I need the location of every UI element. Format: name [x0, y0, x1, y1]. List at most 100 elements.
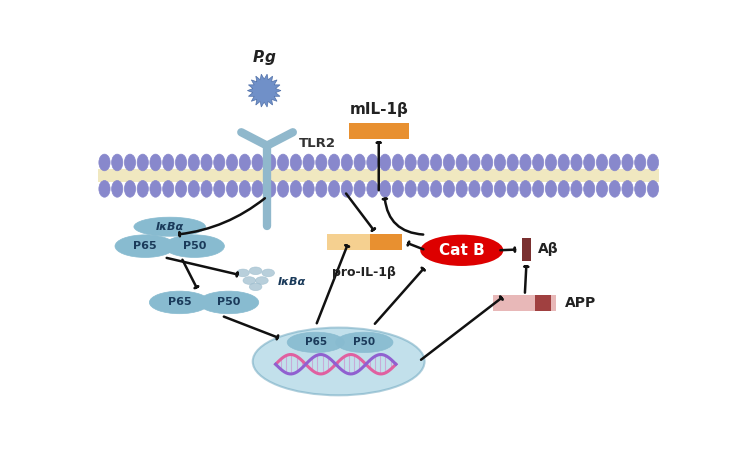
- Ellipse shape: [341, 154, 353, 171]
- Ellipse shape: [405, 180, 416, 197]
- Ellipse shape: [175, 154, 187, 171]
- Text: Aβ: Aβ: [538, 243, 559, 257]
- Ellipse shape: [236, 269, 249, 277]
- Ellipse shape: [252, 180, 263, 197]
- Ellipse shape: [150, 154, 161, 171]
- Ellipse shape: [149, 291, 209, 314]
- Ellipse shape: [380, 180, 391, 197]
- Ellipse shape: [443, 180, 454, 197]
- Ellipse shape: [252, 154, 263, 171]
- Ellipse shape: [277, 180, 289, 197]
- Ellipse shape: [456, 154, 467, 171]
- Ellipse shape: [99, 154, 110, 171]
- Ellipse shape: [112, 154, 123, 171]
- Ellipse shape: [431, 180, 442, 197]
- Ellipse shape: [367, 180, 378, 197]
- Ellipse shape: [239, 154, 251, 171]
- Bar: [494, 295, 556, 311]
- Text: mIL-1β: mIL-1β: [350, 102, 408, 117]
- Ellipse shape: [256, 277, 268, 285]
- Ellipse shape: [392, 180, 403, 197]
- Text: P50: P50: [353, 337, 375, 347]
- Ellipse shape: [545, 180, 556, 197]
- Ellipse shape: [647, 154, 658, 171]
- Ellipse shape: [336, 332, 393, 353]
- Ellipse shape: [367, 154, 378, 171]
- Ellipse shape: [290, 154, 302, 171]
- Ellipse shape: [226, 180, 238, 197]
- Polygon shape: [248, 74, 281, 107]
- Text: P65: P65: [304, 337, 327, 347]
- Ellipse shape: [533, 180, 544, 197]
- Ellipse shape: [380, 154, 391, 171]
- Text: TLR2: TLR2: [299, 137, 336, 150]
- Text: P.g: P.g: [252, 50, 276, 64]
- Ellipse shape: [354, 154, 365, 171]
- Text: P50: P50: [183, 241, 206, 251]
- Ellipse shape: [188, 154, 200, 171]
- Bar: [370, 234, 402, 250]
- Ellipse shape: [405, 154, 416, 171]
- Text: APP: APP: [565, 296, 596, 310]
- Ellipse shape: [507, 180, 518, 197]
- Ellipse shape: [99, 180, 110, 197]
- Ellipse shape: [115, 235, 175, 258]
- Text: IκBα: IκBα: [156, 222, 184, 232]
- Ellipse shape: [214, 180, 225, 197]
- Ellipse shape: [520, 180, 531, 197]
- Ellipse shape: [164, 235, 225, 258]
- Ellipse shape: [277, 154, 289, 171]
- Text: pro-IL-1β: pro-IL-1β: [333, 266, 396, 279]
- Ellipse shape: [262, 269, 274, 277]
- Ellipse shape: [112, 180, 123, 197]
- Ellipse shape: [596, 154, 607, 171]
- Bar: [98, 170, 659, 182]
- Ellipse shape: [443, 154, 454, 171]
- Ellipse shape: [431, 154, 442, 171]
- Ellipse shape: [533, 154, 544, 171]
- Ellipse shape: [482, 154, 493, 171]
- Text: P65: P65: [168, 297, 191, 308]
- Ellipse shape: [214, 154, 225, 171]
- Ellipse shape: [328, 180, 340, 197]
- Ellipse shape: [249, 283, 262, 290]
- Ellipse shape: [584, 154, 595, 171]
- Ellipse shape: [507, 154, 518, 171]
- Ellipse shape: [584, 180, 595, 197]
- Text: P50: P50: [217, 297, 240, 308]
- Text: IκBα: IκBα: [277, 277, 305, 287]
- Ellipse shape: [287, 332, 344, 353]
- Ellipse shape: [316, 180, 327, 197]
- Ellipse shape: [596, 180, 607, 197]
- Ellipse shape: [420, 235, 503, 266]
- Ellipse shape: [290, 180, 302, 197]
- Ellipse shape: [134, 217, 205, 236]
- Ellipse shape: [558, 180, 569, 197]
- Ellipse shape: [201, 180, 212, 197]
- Ellipse shape: [163, 180, 174, 197]
- Ellipse shape: [520, 154, 531, 171]
- Ellipse shape: [328, 154, 340, 171]
- Ellipse shape: [456, 180, 467, 197]
- Ellipse shape: [265, 154, 276, 171]
- Ellipse shape: [482, 180, 493, 197]
- Ellipse shape: [647, 180, 658, 197]
- Ellipse shape: [249, 267, 262, 275]
- Ellipse shape: [243, 277, 256, 285]
- Ellipse shape: [571, 180, 582, 197]
- Ellipse shape: [253, 327, 424, 396]
- Bar: [534, 295, 551, 311]
- Ellipse shape: [175, 180, 187, 197]
- Ellipse shape: [226, 154, 238, 171]
- Ellipse shape: [303, 180, 314, 197]
- Ellipse shape: [609, 154, 620, 171]
- Ellipse shape: [265, 180, 276, 197]
- Bar: [327, 234, 370, 250]
- Ellipse shape: [571, 154, 582, 171]
- Ellipse shape: [124, 180, 135, 197]
- Ellipse shape: [188, 180, 200, 197]
- Ellipse shape: [163, 154, 174, 171]
- Ellipse shape: [150, 180, 161, 197]
- Text: Cat B: Cat B: [439, 243, 485, 258]
- Ellipse shape: [124, 154, 135, 171]
